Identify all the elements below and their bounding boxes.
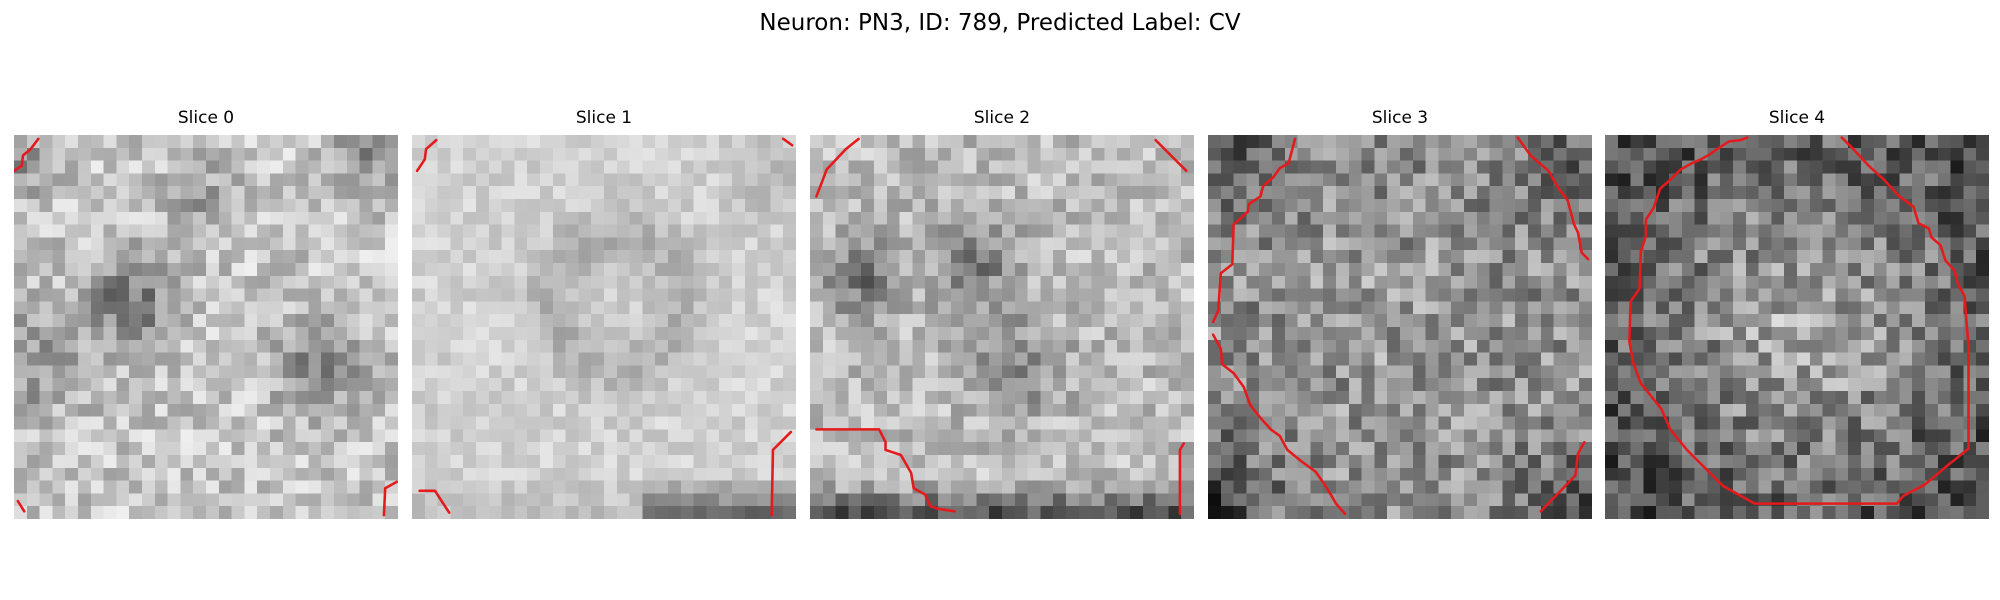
slice-title: Slice 1 (575, 108, 633, 128)
contour-line (1539, 440, 1586, 513)
contour-line (1178, 442, 1186, 516)
contour-line (815, 428, 956, 513)
slice-image (1605, 135, 1989, 519)
contour-line (14, 137, 40, 173)
pixel-grid (1208, 135, 1592, 519)
contour-line (1154, 138, 1188, 173)
contour-line (16, 499, 26, 513)
slice-title: Slice 4 (1768, 108, 1826, 128)
slice-image (412, 135, 796, 519)
pixel-grid (412, 135, 796, 519)
contour-line (415, 138, 438, 173)
contour-line (1516, 136, 1590, 261)
contour-line (1211, 137, 1297, 324)
contour-line (418, 489, 451, 514)
slice-title: Slice 3 (1371, 108, 1429, 128)
slice-title: Slice 2 (973, 108, 1031, 128)
slice-image (810, 135, 1194, 519)
contour-line (770, 430, 793, 517)
pixel-grid (1605, 135, 1989, 519)
contour-line (815, 137, 860, 198)
slice-image (14, 135, 398, 519)
pixel-grid (14, 135, 398, 519)
contour-line (382, 480, 398, 517)
contour-line (1211, 333, 1347, 516)
pixel-grid (810, 135, 1194, 519)
slice-image (1208, 135, 1592, 519)
contour-line (1628, 136, 1970, 505)
contour-line (781, 137, 794, 147)
slice-title: Slice 0 (177, 108, 235, 128)
figure-title: Neuron: PN3, ID: 789, Predicted Label: C… (759, 10, 1241, 36)
